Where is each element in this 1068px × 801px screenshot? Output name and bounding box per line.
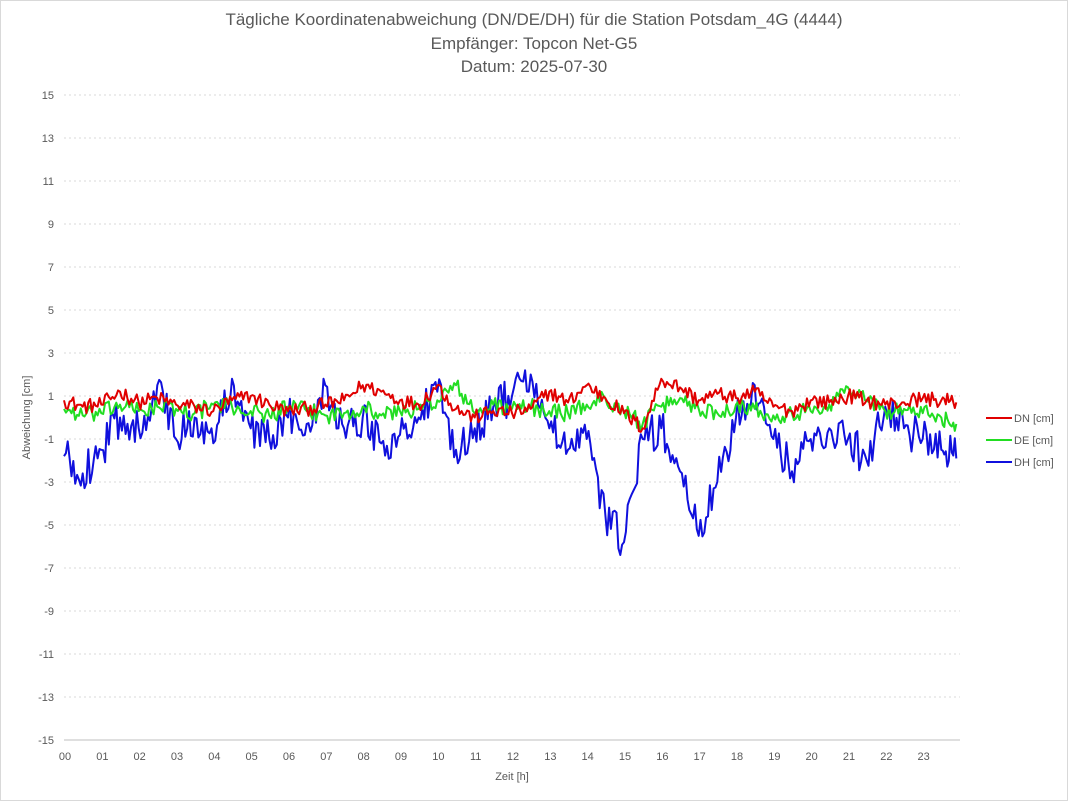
y-tick-label: 11 bbox=[43, 176, 54, 188]
y-axis-ticks: 15 13 11 9 7 5 3 1 -1 -3 -5 -7 -9 -11 -13 -15 bbox=[38, 90, 54, 747]
grid-lines bbox=[64, 94, 960, 698]
x-tick-label: 02 bbox=[134, 751, 146, 763]
y-tick-label: 15 bbox=[42, 90, 54, 102]
x-axis-ticks: 00 01 02 03 04 05 06 07 08 09 10 11 12 13 14 15 16 17 18 19… bbox=[59, 751, 930, 763]
x-tick-label: 05 bbox=[246, 751, 258, 763]
x-tick-label: 09 bbox=[395, 751, 407, 763]
x-tick-label: 01 bbox=[96, 751, 108, 763]
y-tick-label: 5 bbox=[48, 305, 54, 317]
x-tick-label: 08 bbox=[358, 751, 370, 763]
legend-label-de: DE [cm] bbox=[1014, 435, 1053, 447]
y-tick-label: 3 bbox=[48, 348, 54, 360]
y-tick-label: 7 bbox=[48, 262, 54, 274]
x-tick-label: 13 bbox=[544, 751, 556, 763]
x-tick-label: 23 bbox=[918, 751, 930, 763]
y-axis-label: Abweichung [cm] bbox=[21, 376, 33, 460]
x-tick-label: 00 bbox=[59, 751, 71, 763]
x-tick-label: 22 bbox=[880, 751, 892, 763]
x-tick-label: 14 bbox=[582, 751, 594, 763]
x-tick-label: 15 bbox=[619, 751, 631, 763]
legend-label-dn: DN [cm] bbox=[1014, 413, 1054, 425]
y-tick-label: 13 bbox=[42, 133, 54, 145]
x-tick-label: 03 bbox=[171, 751, 183, 763]
x-axis-label: Zeit [h] bbox=[495, 771, 529, 783]
x-tick-label: 17 bbox=[694, 751, 706, 763]
y-tick-label: -11 bbox=[39, 649, 54, 661]
series-line-dh bbox=[63, 369, 958, 556]
x-tick-label: 11 bbox=[470, 751, 481, 763]
chart-subtitle-date: Datum: 2025-07-30 bbox=[460, 57, 608, 76]
x-tick-label: 19 bbox=[768, 751, 780, 763]
x-tick-label: 12 bbox=[507, 751, 519, 763]
legend: DN [cm] DE [cm] DH [cm] bbox=[986, 413, 1054, 469]
y-tick-label: -1 bbox=[44, 434, 54, 446]
y-tick-label: -13 bbox=[38, 692, 54, 704]
x-tick-label: 20 bbox=[806, 751, 818, 763]
x-tick-label: 06 bbox=[283, 751, 295, 763]
y-tick-label: -9 bbox=[44, 606, 54, 618]
y-tick-label: -15 bbox=[38, 735, 54, 747]
y-tick-label: -7 bbox=[44, 563, 54, 575]
x-tick-label: 07 bbox=[320, 751, 332, 763]
series-line-de bbox=[63, 379, 958, 432]
y-tick-label: -3 bbox=[44, 477, 54, 489]
x-tick-label: 21 bbox=[843, 751, 855, 763]
x-tick-label: 04 bbox=[208, 751, 220, 763]
legend-label-dh: DH [cm] bbox=[1014, 457, 1054, 469]
x-tick-label: 10 bbox=[432, 751, 444, 763]
y-tick-label: -5 bbox=[44, 520, 54, 532]
x-tick-label: 18 bbox=[731, 751, 743, 763]
y-tick-label: 1 bbox=[48, 391, 54, 403]
data-series bbox=[63, 369, 958, 556]
y-tick-label: 9 bbox=[48, 219, 54, 231]
series-line-dn bbox=[63, 377, 958, 433]
chart-title: Tägliche Koordinatenabweichung (DN/DE/DH… bbox=[225, 10, 843, 29]
chart-subtitle-receiver: Empfänger: Topcon Net-G5 bbox=[430, 34, 638, 53]
x-tick-label: 16 bbox=[656, 751, 668, 763]
